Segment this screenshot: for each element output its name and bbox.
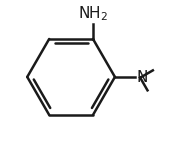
Text: NH$_2$: NH$_2$ (78, 4, 108, 23)
Text: N: N (136, 70, 148, 85)
